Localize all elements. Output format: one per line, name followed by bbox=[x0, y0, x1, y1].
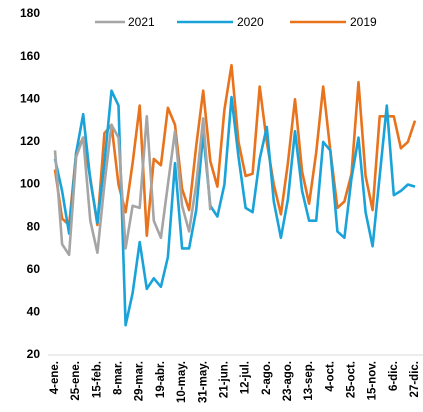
x-tick-label: 31-may. bbox=[197, 361, 209, 403]
y-tick-label: 180 bbox=[20, 6, 40, 20]
x-tick-label: 15-nov. bbox=[367, 361, 379, 400]
x-tick-label: 10-may. bbox=[176, 361, 188, 403]
x-tick-label: 21-jun. bbox=[218, 361, 230, 398]
y-tick-label: 140 bbox=[20, 91, 40, 105]
series-line bbox=[53, 63, 417, 237]
legend-label: 2021 bbox=[128, 15, 155, 29]
x-tick-label: 15-feb. bbox=[91, 361, 103, 398]
y-tick-label: 120 bbox=[20, 134, 40, 148]
x-tick-label: 25-oct. bbox=[346, 361, 358, 398]
x-tick-label: 27-dic. bbox=[409, 361, 421, 397]
x-tick-label: 29-mar. bbox=[134, 361, 146, 401]
series-line bbox=[53, 115, 212, 257]
y-tick-label: 20 bbox=[27, 347, 41, 361]
legend-label: 2020 bbox=[237, 15, 264, 29]
x-tick-label: 4-ene. bbox=[49, 361, 61, 394]
x-tick-label: 4-oct. bbox=[324, 361, 336, 392]
x-tick-label: 6-dic. bbox=[388, 361, 400, 391]
y-tick-label: 40 bbox=[27, 305, 41, 319]
x-tick-label: 13-sep. bbox=[303, 361, 315, 401]
legend-label: 2019 bbox=[350, 15, 377, 29]
y-tick-label: 80 bbox=[27, 219, 41, 233]
x-tick-label: 8-mar. bbox=[113, 361, 125, 395]
x-tick-label: 25-ene. bbox=[70, 361, 82, 401]
x-tick-label: 23-ago. bbox=[282, 361, 294, 401]
y-tick-label: 160 bbox=[20, 49, 40, 63]
y-tick-label: 60 bbox=[27, 262, 41, 276]
x-tick-label: 19-abr. bbox=[155, 361, 167, 398]
x-tick-label: 2-ago. bbox=[261, 361, 273, 395]
series-line bbox=[53, 89, 416, 327]
x-tick-label: 12-jul. bbox=[240, 361, 252, 394]
y-tick-label: 100 bbox=[20, 177, 40, 191]
